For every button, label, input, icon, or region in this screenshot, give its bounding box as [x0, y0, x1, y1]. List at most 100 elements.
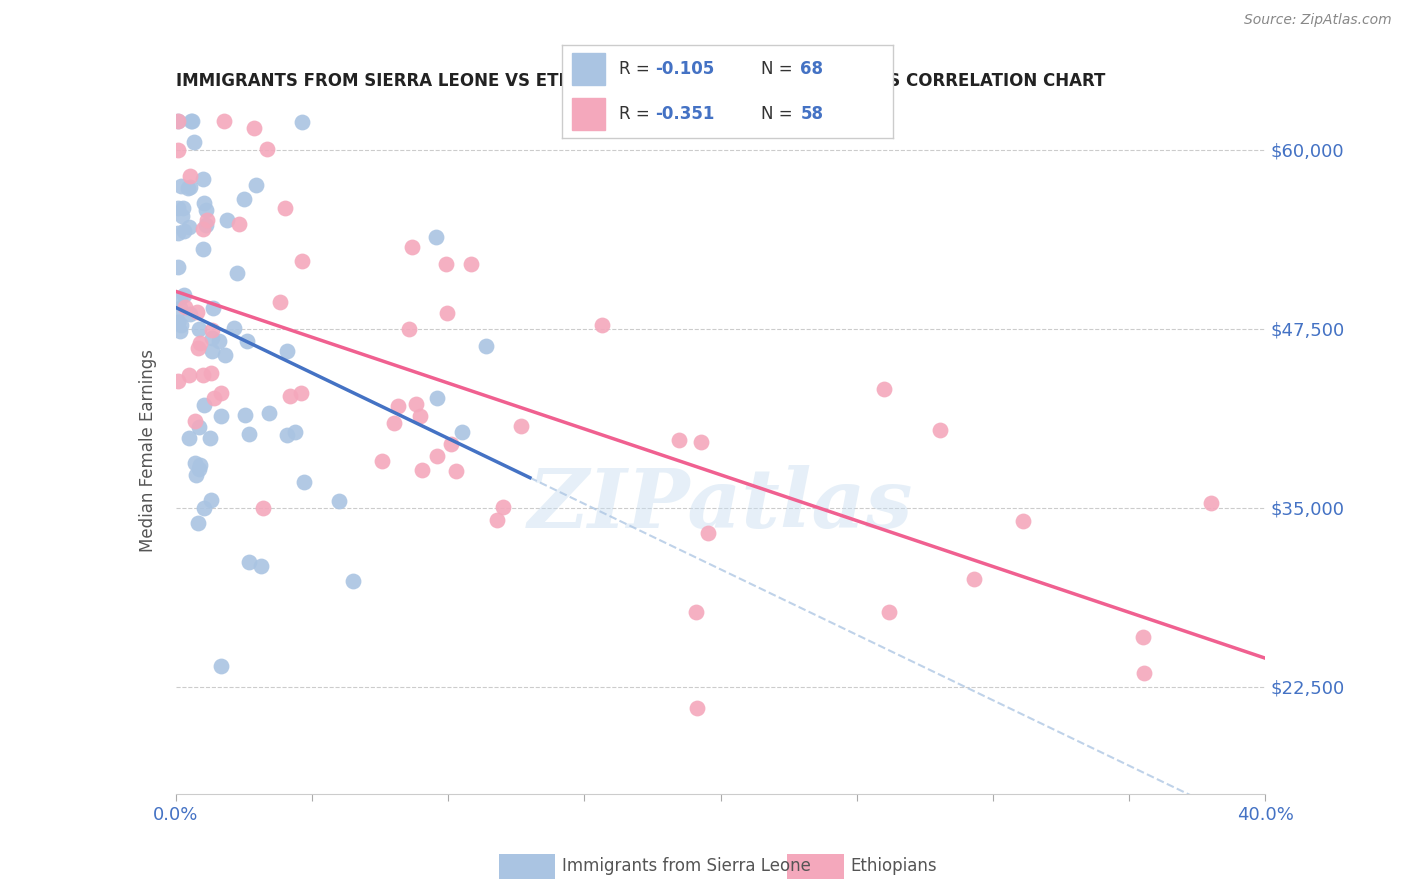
Point — [401, 239, 423, 253]
Point — [187, 322, 209, 336]
Point — [193, 195, 215, 210]
Point — [209, 385, 232, 400]
Point — [486, 513, 509, 527]
Point — [173, 224, 195, 238]
Point — [426, 391, 449, 405]
Point — [510, 419, 533, 434]
Point — [191, 368, 214, 383]
Point — [184, 467, 207, 482]
Point — [194, 218, 217, 232]
Point — [685, 605, 707, 619]
Point — [167, 114, 190, 128]
Point — [173, 288, 195, 302]
Point — [450, 425, 472, 439]
Point — [172, 209, 194, 223]
Text: -0.105: -0.105 — [655, 60, 714, 78]
Text: Immigrants from Sierra Leone: Immigrants from Sierra Leone — [562, 857, 811, 875]
Point — [873, 382, 896, 396]
Point — [201, 323, 224, 337]
Point — [668, 433, 690, 447]
Y-axis label: Median Female Earnings: Median Female Earnings — [139, 349, 157, 552]
Point — [425, 229, 447, 244]
Point — [256, 142, 278, 156]
Point — [259, 406, 281, 420]
Point — [342, 574, 364, 589]
Point — [387, 399, 409, 413]
Text: Source: ZipAtlas.com: Source: ZipAtlas.com — [1244, 13, 1392, 28]
Point — [1011, 514, 1033, 528]
Point — [228, 217, 250, 231]
Point — [276, 428, 298, 442]
Point — [167, 374, 190, 388]
Point — [274, 201, 297, 215]
Point — [169, 301, 191, 315]
Point — [215, 213, 238, 227]
Point — [591, 318, 613, 333]
Point — [179, 220, 201, 235]
Point — [492, 500, 515, 514]
Bar — [572, 98, 606, 130]
Point — [193, 172, 215, 186]
Point — [290, 385, 312, 400]
Point — [475, 339, 498, 353]
Point — [167, 315, 190, 329]
Point — [928, 423, 950, 437]
Point — [167, 143, 190, 157]
Point — [879, 605, 901, 619]
Point — [1199, 496, 1222, 510]
Point — [169, 324, 191, 338]
Point — [284, 425, 307, 439]
Point — [696, 525, 718, 540]
Point — [198, 431, 221, 445]
Point — [291, 115, 314, 129]
Point — [187, 341, 209, 355]
Point — [190, 458, 212, 472]
Text: Ethiopians: Ethiopians — [851, 857, 938, 875]
Point — [170, 178, 193, 193]
Point — [172, 201, 194, 215]
Point — [250, 559, 273, 574]
Point — [200, 493, 222, 508]
Point — [202, 391, 225, 405]
Point — [382, 417, 405, 431]
Point — [190, 336, 212, 351]
Point — [179, 431, 201, 445]
Point — [179, 179, 201, 194]
Point — [180, 114, 202, 128]
Point — [200, 366, 222, 380]
Point — [186, 305, 208, 319]
Point — [191, 222, 214, 236]
Point — [963, 572, 986, 586]
Point — [184, 457, 207, 471]
Point — [690, 434, 713, 449]
Point — [209, 409, 232, 424]
Point — [269, 294, 291, 309]
Point — [328, 494, 350, 508]
Point — [194, 203, 217, 218]
Point — [188, 462, 211, 476]
Point — [181, 114, 204, 128]
Point — [208, 334, 231, 348]
Point — [195, 212, 218, 227]
Point — [233, 192, 256, 206]
Bar — [572, 53, 606, 85]
Point — [1132, 630, 1154, 644]
Point — [238, 555, 260, 569]
Point — [184, 414, 207, 428]
Point — [371, 454, 394, 468]
Point — [167, 201, 190, 215]
Point — [193, 500, 215, 515]
Point — [243, 120, 266, 135]
Point — [426, 449, 449, 463]
Point — [170, 318, 193, 333]
Point — [183, 135, 205, 149]
Point — [226, 266, 249, 280]
Point — [405, 397, 427, 411]
Text: N =: N = — [761, 60, 797, 78]
Point — [440, 437, 463, 451]
Point — [444, 464, 467, 478]
Point — [187, 420, 209, 434]
Point — [222, 321, 245, 335]
Point — [291, 254, 314, 268]
Text: -0.351: -0.351 — [655, 105, 714, 123]
